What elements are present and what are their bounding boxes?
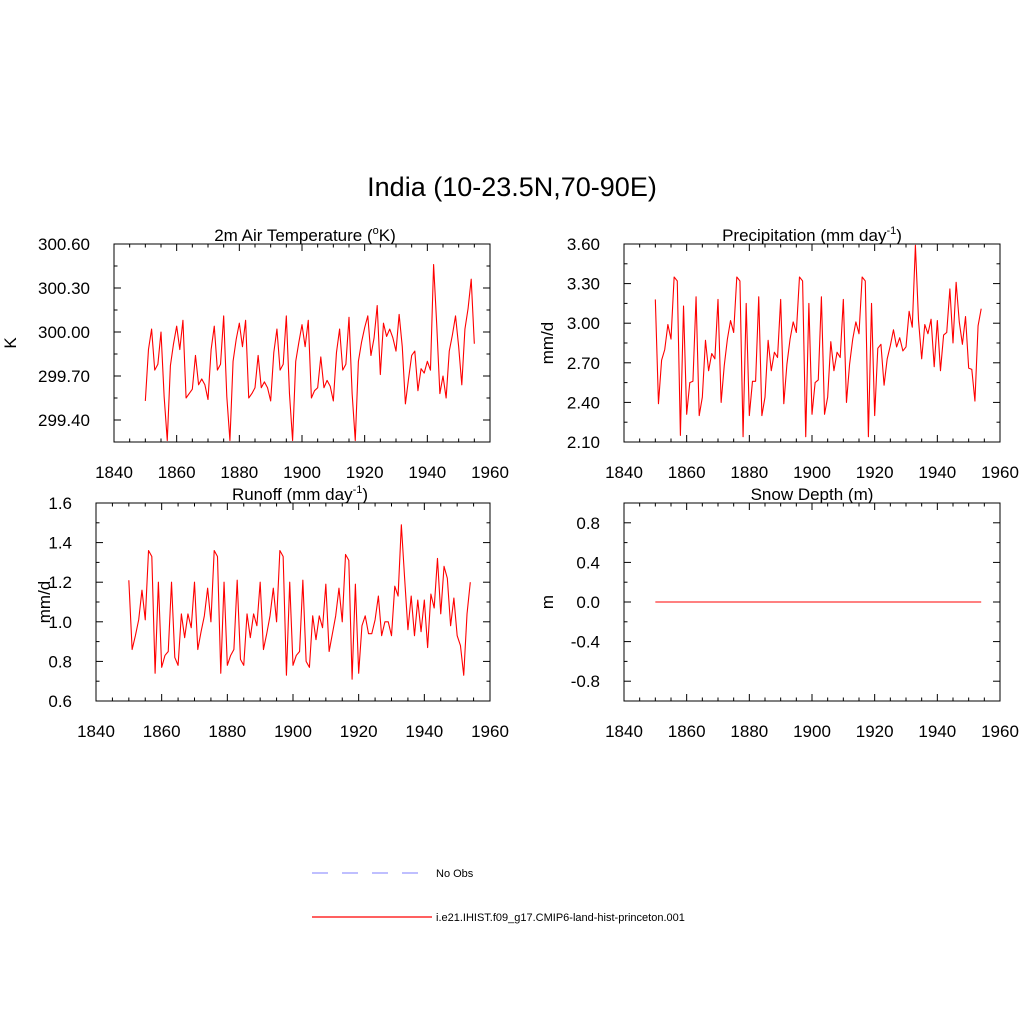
legend-model-label: i.e21.IHIST.f09_g17.CMIP6-land-hist-prin… — [436, 912, 685, 924]
x-tick-label: 1940 — [918, 722, 956, 741]
panel-4: 1840 1860 1880 1900 1920 1940 1960 -0.8 -0.4 0.0 0… — [538, 485, 1019, 741]
y-tick-label: 2.70 — [567, 354, 600, 373]
x-tick-label: 1880 — [730, 463, 768, 482]
panel-title: Precipitation (mm day-1) — [722, 225, 902, 245]
y-tick-label: 300.30 — [38, 279, 90, 298]
y-tick-label: 0.4 — [576, 553, 600, 572]
y-tick-label: 1.0 — [48, 613, 72, 632]
x-tick-label: 1920 — [856, 722, 894, 741]
y-tick-label: 2.40 — [567, 393, 600, 412]
x-tick-label: 1900 — [793, 722, 831, 741]
x-tick-label: 1880 — [730, 722, 768, 741]
y-tick-label: 300.00 — [38, 323, 90, 342]
y-tick-label: 299.40 — [38, 411, 90, 430]
y-tick-label: 2.10 — [567, 433, 600, 452]
x-tick-label: 1960 — [471, 722, 509, 741]
legend: No Obs i.e21.IHIST.f09_g17.CMIP6-land-his… — [312, 868, 685, 924]
x-tick-label: 1840 — [95, 463, 133, 482]
x-tick-label: 1860 — [158, 463, 196, 482]
y-tick-label: 3.00 — [567, 314, 600, 333]
series-line — [128, 524, 471, 680]
y-tick-label: 0.6 — [48, 692, 72, 711]
panel-1: 1840 1860 1880 1900 1920 1940 1960 299.40 299.70… — [1, 225, 509, 482]
x-tick-label: 1940 — [408, 463, 446, 482]
y-tick-label: 1.2 — [48, 573, 72, 592]
x-tick-label: 1880 — [220, 463, 258, 482]
series-line — [654, 244, 982, 438]
panel-2: 1840 1860 1880 1900 1920 1940 1960 2.10 2.40 2.70… — [538, 225, 1019, 482]
y-axis-label: mm/d — [35, 581, 54, 624]
x-tick-label: 1940 — [405, 722, 443, 741]
y-tick-label: 1.4 — [48, 534, 72, 553]
series-line — [144, 263, 475, 442]
x-tick-label: 1920 — [340, 722, 378, 741]
figure-title: India (10-23.5N,70-90E) — [367, 172, 657, 202]
panel-title: 2m Air Temperature (oK) — [214, 225, 396, 245]
y-axis-label: mm/d — [538, 322, 557, 365]
x-tick-label: 1860 — [143, 722, 181, 741]
x-tick-label: 1960 — [981, 722, 1019, 741]
y-tick-label: 299.70 — [38, 367, 90, 386]
x-tick-label: 1860 — [668, 463, 706, 482]
x-tick-label: 1900 — [793, 463, 831, 482]
y-tick-label: 0.8 — [576, 514, 600, 533]
y-tick-label: 1.6 — [48, 494, 72, 513]
legend-obs-label: No Obs — [436, 868, 474, 880]
x-tick-label: 1920 — [346, 463, 384, 482]
x-tick-label: 1840 — [605, 463, 643, 482]
y-tick-label: 300.60 — [38, 235, 90, 254]
x-tick-label: 1940 — [918, 463, 956, 482]
panel-3: 1840 1860 1880 1900 1920 1940 1960 0.6 0.8 1.0 1.2… — [35, 484, 509, 741]
x-tick-label: 1860 — [668, 722, 706, 741]
panel-title: Snow Depth (m) — [751, 485, 874, 504]
y-tick-label: -0.4 — [571, 633, 600, 652]
y-tick-label: 0.8 — [48, 652, 72, 671]
y-axis-label: m — [538, 595, 557, 609]
y-tick-label: -0.8 — [571, 672, 600, 691]
x-tick-label: 1900 — [283, 463, 321, 482]
x-tick-label: 1880 — [208, 722, 246, 741]
y-tick-label: 0.0 — [576, 593, 600, 612]
x-tick-label: 1900 — [274, 722, 312, 741]
y-axis-label: K — [1, 337, 20, 349]
panel-title: Runoff (mm day-1) — [232, 484, 368, 504]
y-tick-label: 3.30 — [567, 275, 600, 294]
x-tick-label: 1960 — [981, 463, 1019, 482]
x-tick-label: 1840 — [605, 722, 643, 741]
x-tick-label: 1960 — [471, 463, 509, 482]
x-tick-label: 1840 — [77, 722, 115, 741]
x-tick-label: 1920 — [856, 463, 894, 482]
y-tick-label: 3.60 — [567, 235, 600, 254]
